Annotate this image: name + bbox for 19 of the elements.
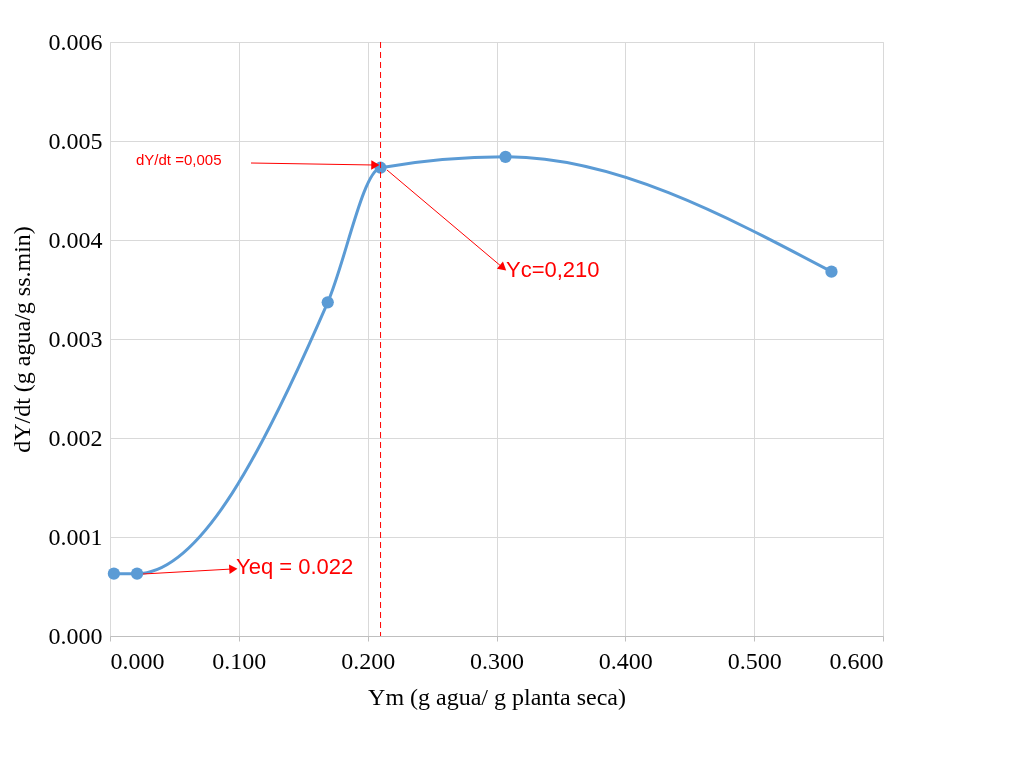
x-tick-label: 0.000: [110, 647, 165, 674]
y-tick-label: 0.003: [48, 325, 103, 352]
annotation: Yc=0,210: [506, 257, 600, 282]
y-tick-label: 0.001: [48, 523, 103, 550]
x-tick-label: 0.200: [341, 647, 396, 674]
y-tick-label: 0.000: [48, 622, 103, 649]
annotation: Yeq = 0.022: [236, 554, 354, 579]
x-tick-label: 0.500: [727, 647, 782, 674]
y-tick-label: 0.002: [48, 424, 103, 451]
y-tick-label: 0.006: [48, 28, 103, 55]
y-tick-label: 0.004: [48, 226, 103, 253]
x-tick-label: 0.600: [829, 647, 884, 674]
x-tick-label: 0.400: [598, 647, 653, 674]
y-tick-label: 0.005: [48, 127, 103, 154]
x-axis-title: Ym (g agua/ g planta seca): [368, 683, 626, 710]
annotation: dY/dt =0,005: [136, 151, 222, 168]
y-axis-title: dY/dt (g agua/g ss.min): [8, 226, 35, 453]
x-tick-label: 0.100: [212, 647, 267, 674]
x-tick-label: 0.300: [470, 647, 524, 674]
